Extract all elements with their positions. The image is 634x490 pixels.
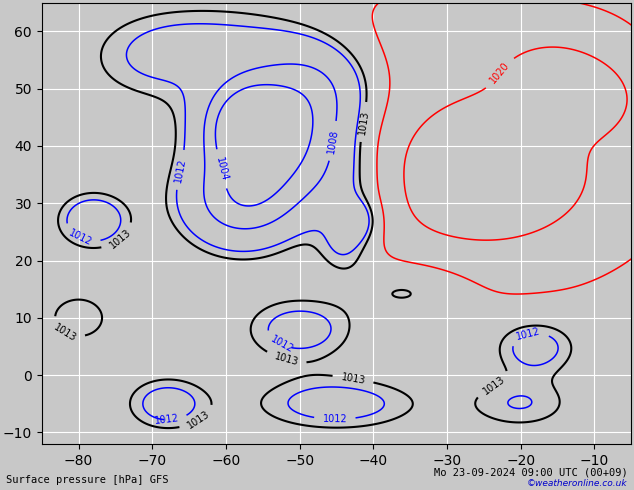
Text: 1013: 1013 — [52, 322, 78, 343]
Text: 1013: 1013 — [340, 372, 366, 386]
Text: 1012: 1012 — [153, 414, 179, 426]
Text: 1012: 1012 — [67, 228, 93, 248]
Text: 1013: 1013 — [107, 227, 133, 251]
Text: ©weatheronline.co.uk: ©weatheronline.co.uk — [527, 479, 628, 488]
Text: 1012: 1012 — [323, 414, 347, 424]
Text: Mo 23-09-2024 09:00 UTC (00+09): Mo 23-09-2024 09:00 UTC (00+09) — [434, 468, 628, 478]
Text: 1012: 1012 — [515, 326, 541, 342]
Text: 1020: 1020 — [488, 60, 512, 86]
Text: 1004: 1004 — [214, 156, 229, 182]
Text: 1013: 1013 — [482, 374, 507, 397]
Text: 1013: 1013 — [356, 109, 370, 135]
Text: Surface pressure [hPa] GFS: Surface pressure [hPa] GFS — [6, 475, 169, 485]
Text: 1013: 1013 — [186, 409, 212, 431]
Text: 1012: 1012 — [269, 334, 295, 355]
Text: 1012: 1012 — [173, 157, 188, 183]
Text: 1013: 1013 — [273, 351, 299, 368]
Text: 1008: 1008 — [327, 128, 340, 154]
